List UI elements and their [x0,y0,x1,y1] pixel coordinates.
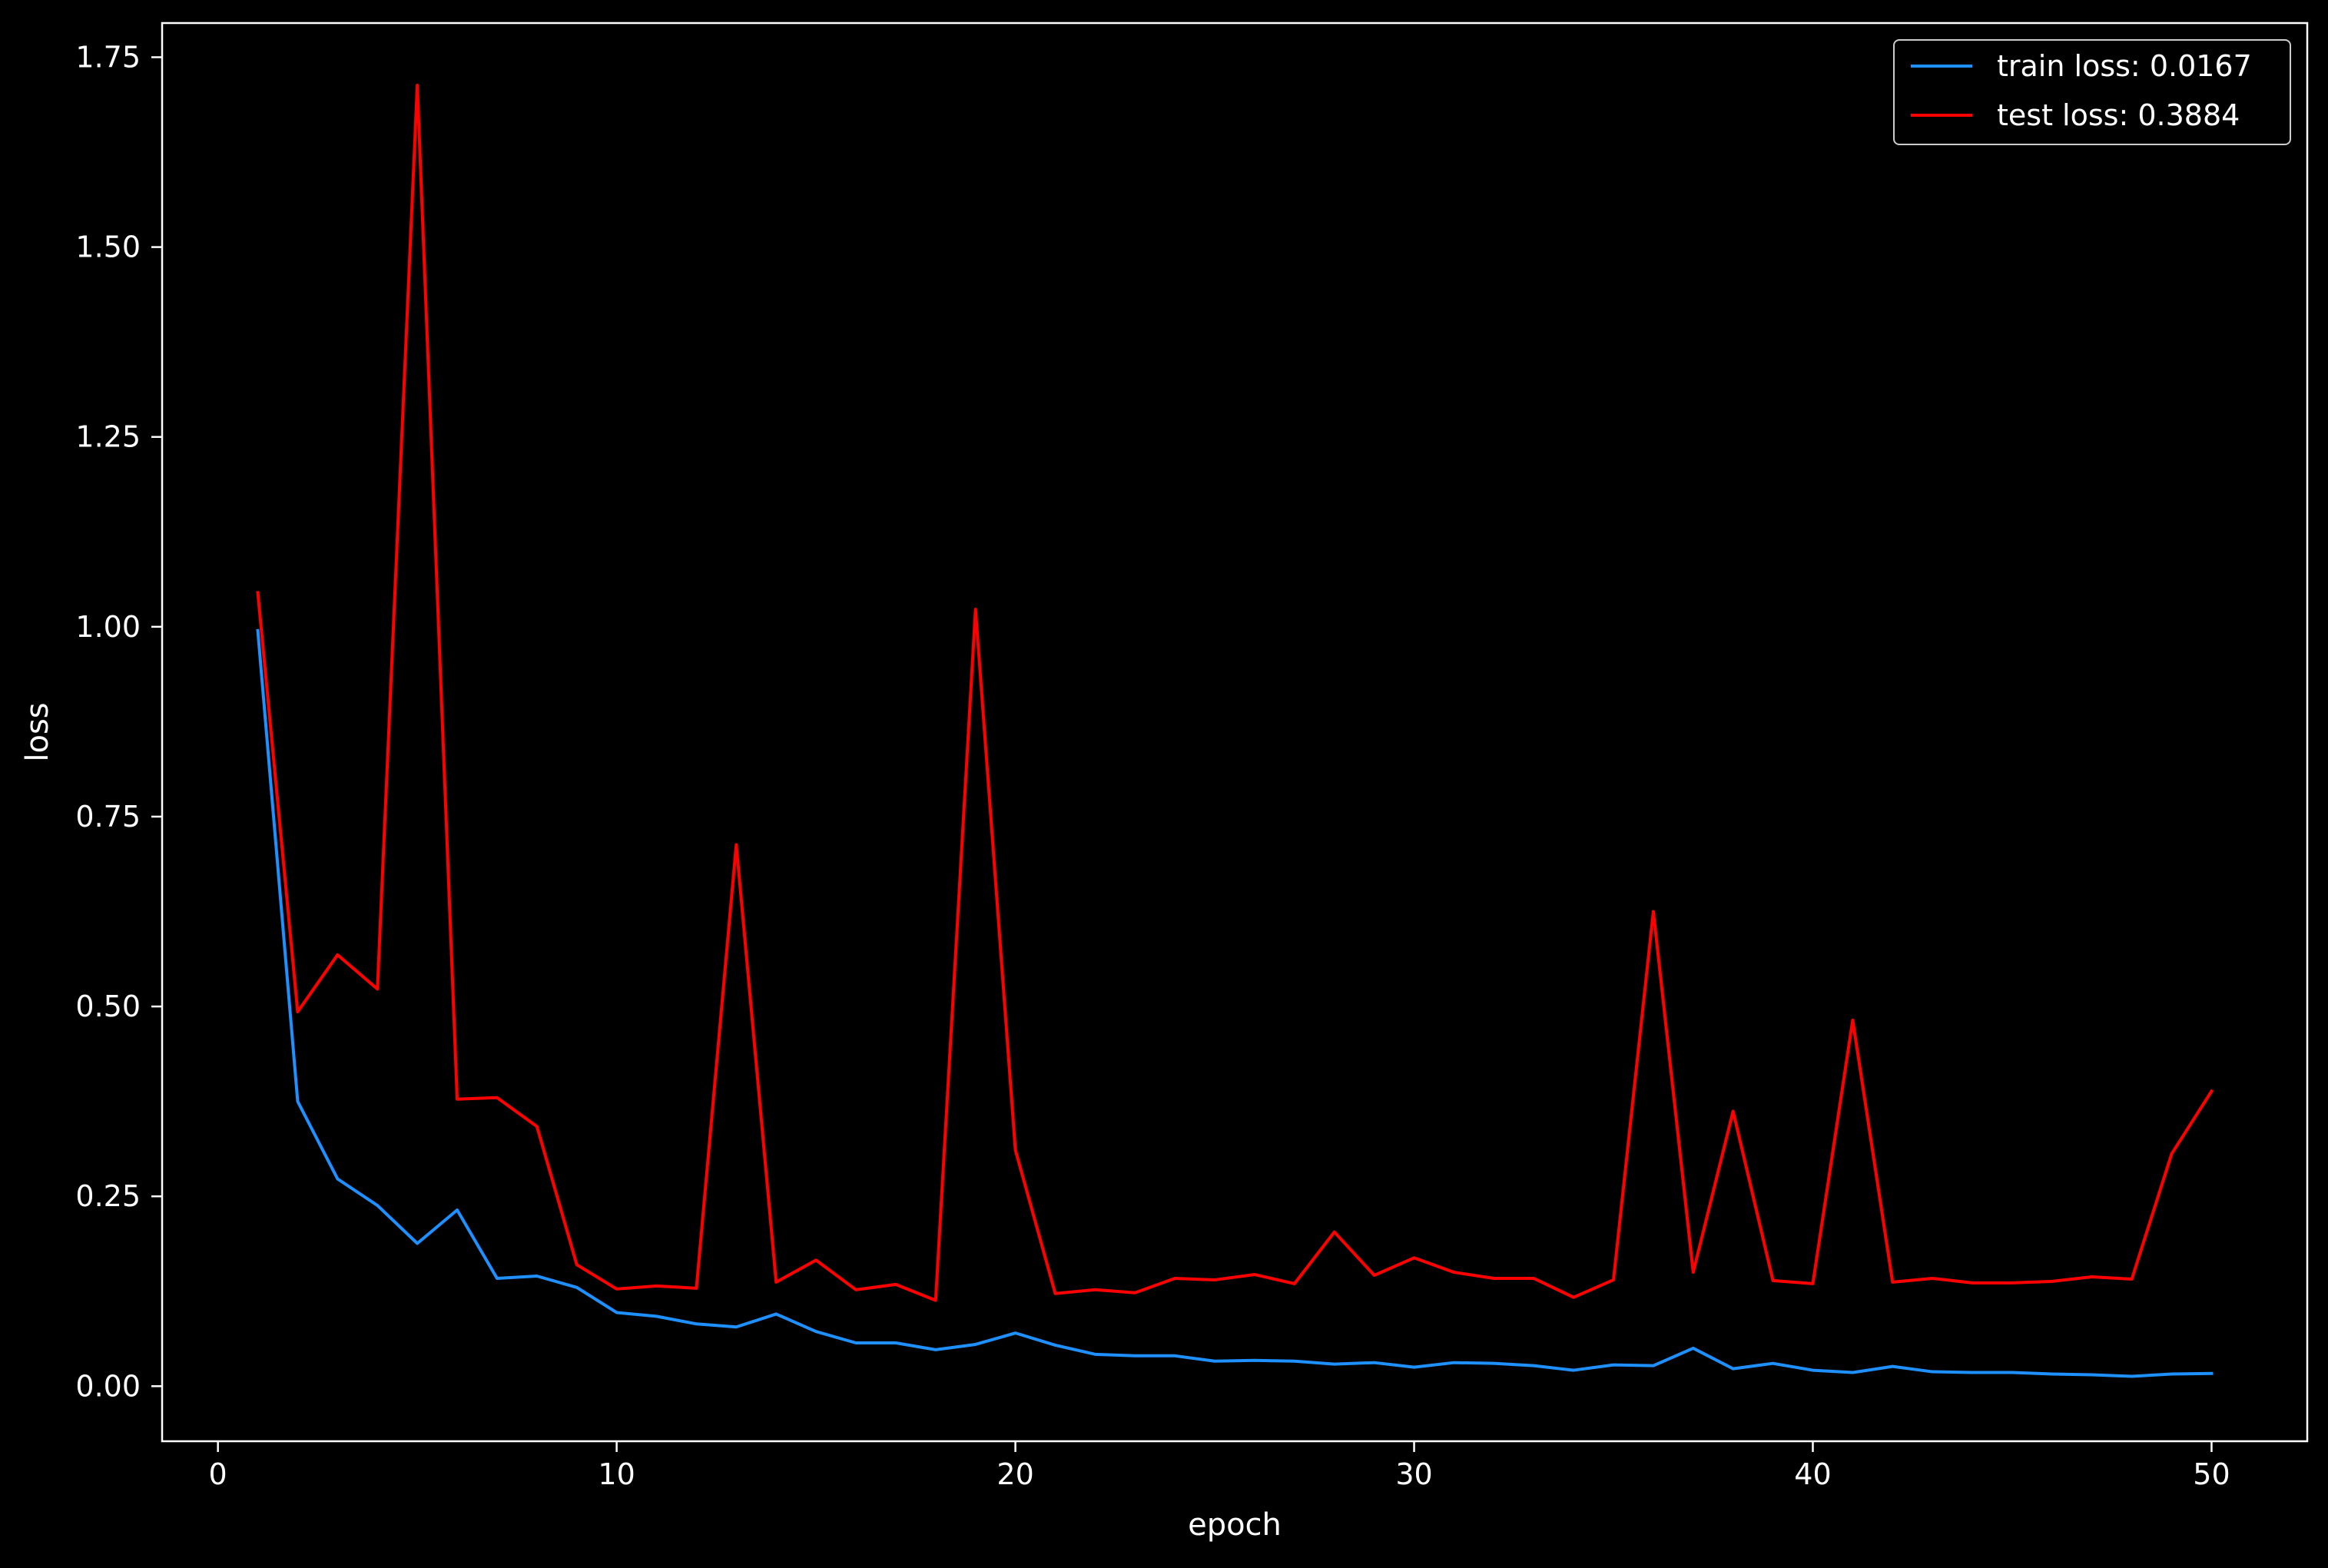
series-layer [256,84,2214,1378]
y-tick-label: 1.25 [75,420,141,454]
plot-frame [161,22,2309,1443]
y-tick-label: 0.50 [75,990,141,1023]
y-tick-label: 1.50 [75,230,141,264]
x-tick-label: 0 [209,1457,227,1491]
x-axis-label: epoch [1188,1507,1282,1543]
y-tick-label: 1.00 [75,610,141,644]
x-axis-ticks: 0 10 20 30 40 50 [209,1441,2230,1491]
legend: train loss: 0.0167 test loss: 0.3884 [1893,39,2291,145]
x-tick-label: 10 [598,1457,635,1491]
legend-box [1893,39,2291,145]
y-tick-label: 0.25 [75,1179,141,1213]
x-tick-label: 50 [2193,1457,2230,1491]
y-axis-label: loss [20,702,55,761]
series-line-test-loss [256,84,2214,1302]
x-tick-label: 20 [997,1457,1033,1491]
y-tick-label: 0.00 [75,1369,141,1403]
series-line-train-loss [256,628,2214,1378]
y-tick-label: 1.75 [75,40,141,74]
x-tick-label: 30 [1395,1457,1432,1491]
y-tick-label: 0.75 [75,800,141,834]
legend-label: train loss: 0.0167 [1997,49,2252,83]
legend-label: test loss: 0.3884 [1997,98,2240,132]
y-axis-ticks: 0.00 0.25 0.50 0.75 1.00 1.25 1.50 1.75 [75,40,162,1403]
x-tick-label: 40 [1794,1457,1831,1491]
